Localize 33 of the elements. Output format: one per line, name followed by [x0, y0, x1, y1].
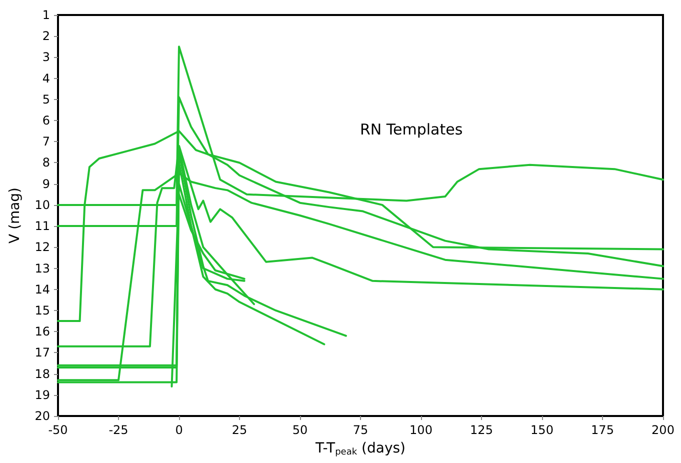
x-tick-label: -50 [48, 423, 68, 437]
y-tick-label: 7 [42, 134, 50, 149]
x-tick-label: 200 [652, 423, 674, 437]
y-tick-label: 8 [42, 156, 50, 170]
y-tick-label: 5 [42, 92, 50, 106]
x-tick-label: 175 [591, 423, 614, 437]
x-tick-label: -25 [108, 423, 128, 437]
x-tick-label: 25 [232, 423, 248, 437]
annotation: RN Templates [360, 120, 463, 138]
y-tick-label: 11 [34, 219, 50, 234]
y-tick-label: 4 [42, 71, 50, 86]
y-tick-label: 15 [34, 303, 50, 318]
y-tick-label: 2 [42, 29, 50, 44]
x-tick-label: 100 [410, 423, 432, 437]
x-tick-label: 0 [175, 423, 183, 437]
y-tick-label: 6 [42, 114, 50, 128]
y-tick-label: 18 [34, 366, 50, 381]
y-tick-label: 16 [34, 324, 50, 339]
x-tick-label: 50 [292, 423, 308, 437]
y-tick-label: 1 [42, 8, 50, 22]
y-tick-label: 17 [34, 346, 50, 360]
x-tick-label: 75 [352, 423, 368, 437]
x-tick-label: 125 [470, 423, 493, 437]
y-tick-label: 9 [42, 176, 50, 191]
y-tick-label: 3 [42, 50, 50, 64]
y-tick-label: 12 [34, 240, 50, 254]
y-tick-label: 13 [34, 261, 50, 276]
x-tick-label: 150 [530, 423, 554, 437]
y-axis-title: V (mag) [7, 187, 23, 244]
y-tick-label: 14 [34, 282, 50, 296]
y-tick-label: 19 [34, 388, 50, 402]
y-tick-label: 10 [34, 198, 50, 212]
y-tick-label: 20 [34, 409, 50, 423]
